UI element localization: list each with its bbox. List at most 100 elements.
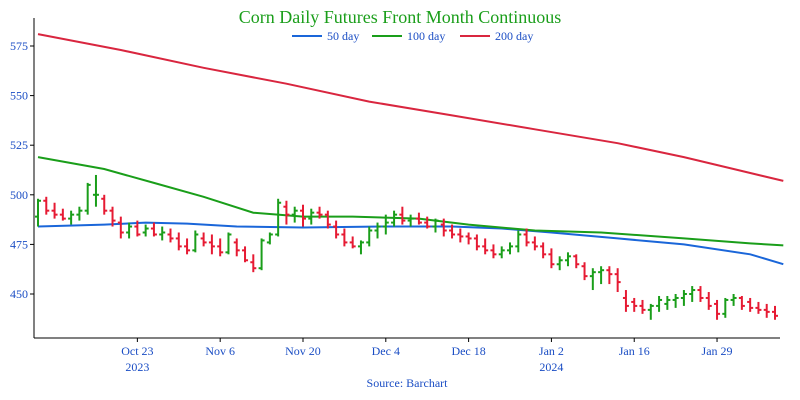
ohlc-bar xyxy=(672,294,679,308)
ohlc-bar xyxy=(59,208,66,221)
ohlc-bar xyxy=(324,210,331,229)
ohlc-bar xyxy=(35,198,41,227)
ohlc-bar xyxy=(415,212,422,225)
ohlc-bar xyxy=(465,232,472,245)
ohlc-bar xyxy=(689,286,696,302)
legend-label: 100 day xyxy=(407,29,445,43)
x-tick-label: Nov 20 xyxy=(285,344,321,358)
ohlc-bar xyxy=(349,236,356,249)
ohlc-bar xyxy=(134,220,141,237)
y-tick-label: 450 xyxy=(10,287,28,301)
ohlc-bar xyxy=(308,208,315,225)
ohlc-bar xyxy=(101,194,108,215)
y-tick-label: 575 xyxy=(10,39,28,53)
ohlc-bar xyxy=(333,220,340,239)
x-tick-label: Dec 18 xyxy=(451,344,485,358)
ohlc-bar xyxy=(738,295,745,310)
series-line-50-day xyxy=(37,221,784,266)
ohlc-bar xyxy=(200,232,207,247)
ohlc-bar xyxy=(548,248,555,269)
ohlc-bar xyxy=(391,210,398,227)
y-tick-label: 525 xyxy=(10,138,28,152)
ohlc-bar xyxy=(755,301,762,314)
ohlc-bar xyxy=(722,297,729,318)
ohlc-bar xyxy=(730,294,737,306)
ohlc-bar xyxy=(407,214,414,227)
ohlc-bar xyxy=(126,222,133,239)
ohlc-bar xyxy=(639,299,646,314)
ohlc-bar xyxy=(622,290,629,312)
ohlc-bar xyxy=(184,238,191,255)
ohlc-bar xyxy=(357,240,364,255)
ohlc-bar xyxy=(490,244,497,259)
ohlc-bar xyxy=(598,266,605,285)
ohlc-bar xyxy=(117,216,124,239)
ohlc-bar xyxy=(374,222,381,239)
ohlc-bar xyxy=(457,228,464,243)
ohlc-bar xyxy=(424,216,431,229)
ohlc-bar xyxy=(382,214,389,235)
ohlc-bar xyxy=(515,230,522,253)
ohlc-bar xyxy=(763,303,770,318)
ohlc-bar xyxy=(647,303,654,320)
moving-average-lines xyxy=(37,33,784,266)
chart-title: Corn Daily Futures Front Month Continuou… xyxy=(239,7,562,27)
ohlc-bar xyxy=(614,268,621,293)
price-bars xyxy=(35,174,778,320)
ohlc-bar xyxy=(43,196,50,215)
ohlc-bar xyxy=(341,228,348,247)
ohlc-bar xyxy=(556,256,563,271)
x-tick-label: Jan 16 xyxy=(619,344,650,358)
x-tick-label: Oct 23 xyxy=(121,344,153,358)
source-label: Source: Barchart xyxy=(367,376,449,390)
ohlc-bar xyxy=(747,297,754,312)
ohlc-bar xyxy=(531,236,538,251)
ohlc-bar xyxy=(473,234,480,251)
legend: 50 day 100 day 200 day xyxy=(292,29,533,43)
ohlc-bar xyxy=(242,246,249,263)
ohlc-bar xyxy=(208,234,215,255)
ohlc-bar xyxy=(507,242,514,255)
ohlc-bar xyxy=(316,206,323,219)
ohlc-bar xyxy=(283,200,290,225)
series-line-200-day xyxy=(37,33,784,182)
ohlc-bar xyxy=(233,238,240,257)
ohlc-bar xyxy=(275,198,282,237)
x-tick-label: Jan 2 xyxy=(539,344,564,358)
ohlc-bar xyxy=(573,254,580,269)
ohlc-bar xyxy=(76,206,83,221)
ohlc-bar xyxy=(772,305,778,320)
ohlc-bar xyxy=(366,226,373,247)
x-tick-label: Nov 6 xyxy=(205,344,235,358)
legend-label: 200 day xyxy=(495,29,533,43)
y-tick-label: 500 xyxy=(10,188,28,202)
ohlc-bar xyxy=(291,206,298,223)
ohlc-bar xyxy=(142,224,149,237)
ohlc-bar xyxy=(68,210,75,225)
ohlc-bar xyxy=(540,242,547,259)
legend-label: 50 day xyxy=(327,29,359,43)
ohlc-bar xyxy=(399,206,406,225)
ohlc-bar xyxy=(449,224,456,239)
y-axis: 450 475 500 525 550 575 xyxy=(10,18,35,338)
ohlc-bar xyxy=(167,228,174,243)
ohlc-bar xyxy=(680,290,687,306)
ohlc-bar xyxy=(440,218,447,237)
ohlc-bar xyxy=(581,262,588,281)
ohlc-bar xyxy=(664,295,671,310)
ohlc-bar xyxy=(175,232,182,251)
ohlc-bar xyxy=(714,299,721,320)
ohlc-bar xyxy=(482,238,489,255)
ohlc-bar xyxy=(51,202,58,219)
ohlc-bar xyxy=(606,266,613,285)
ohlc-bar xyxy=(92,174,99,207)
x-tick-label: Jan 29 xyxy=(702,344,733,358)
ohlc-bar xyxy=(266,232,273,245)
series-line-100-day xyxy=(37,156,784,247)
ohlc-bar xyxy=(250,254,257,273)
ohlc-bar xyxy=(589,268,596,291)
ohlc-bar xyxy=(159,226,166,241)
ohlc-bar xyxy=(299,204,306,227)
ohlc-bar xyxy=(150,222,157,237)
ohlc-bar xyxy=(697,286,704,302)
